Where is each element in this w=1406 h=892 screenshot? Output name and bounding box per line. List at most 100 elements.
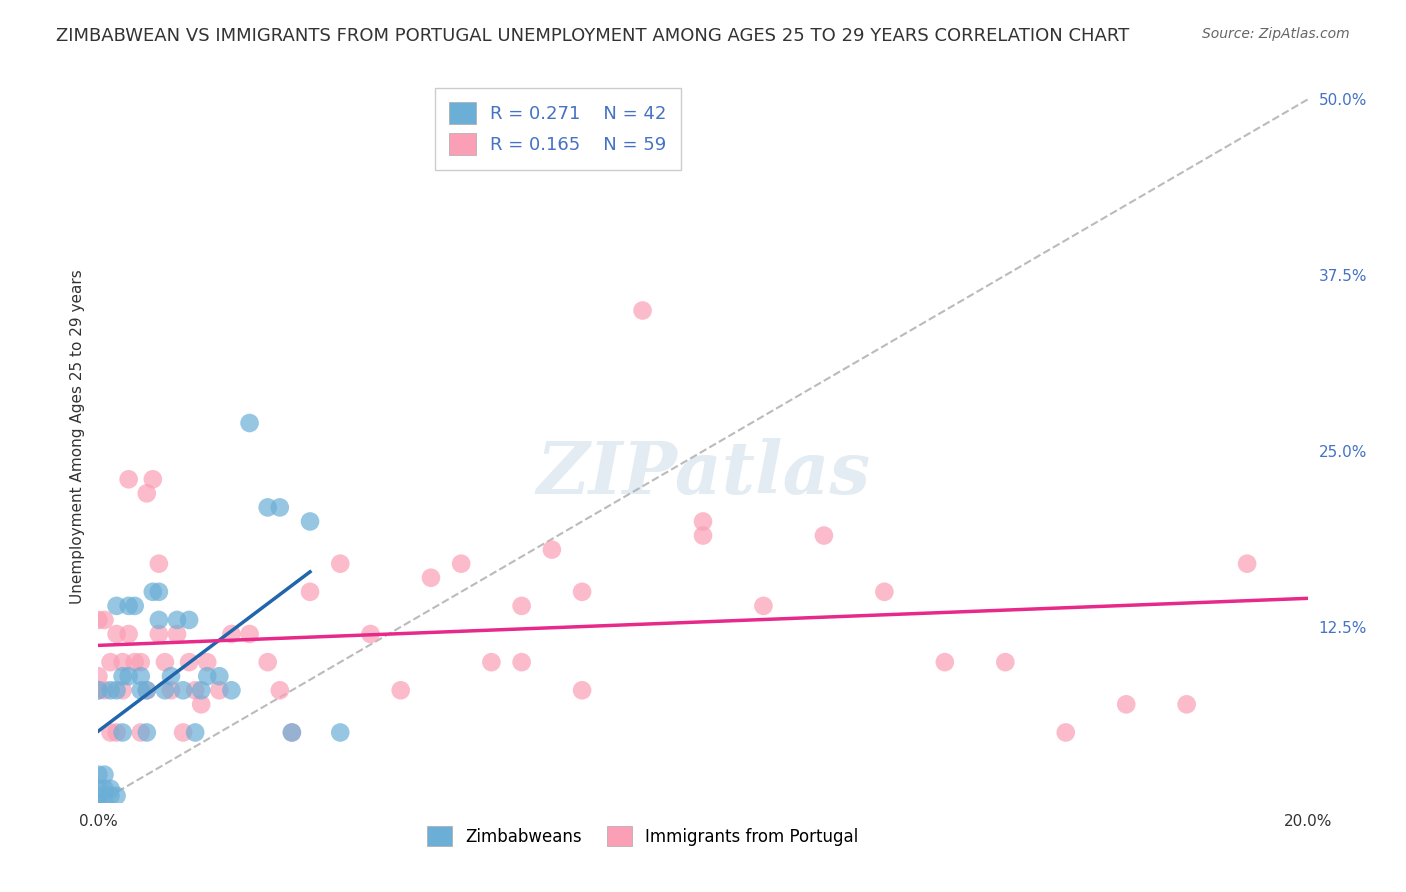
Point	[752, 599, 775, 613]
Point	[148, 613, 170, 627]
Point	[1236, 557, 1258, 571]
Point	[360, 627, 382, 641]
Point	[135, 486, 157, 500]
Point	[87, 796, 110, 810]
Point	[87, 669, 110, 683]
Point	[105, 627, 128, 641]
Point	[100, 655, 122, 669]
Point	[100, 781, 122, 796]
Point	[934, 655, 956, 669]
Point	[813, 528, 835, 542]
Point	[256, 500, 278, 515]
Point	[389, 683, 412, 698]
Point	[153, 683, 176, 698]
Point	[281, 725, 304, 739]
Point	[190, 698, 212, 712]
Point	[1175, 698, 1198, 712]
Point	[111, 655, 134, 669]
Point	[105, 725, 128, 739]
Point	[239, 627, 262, 641]
Point	[118, 669, 141, 683]
Point	[540, 542, 562, 557]
Point	[93, 683, 115, 698]
Text: ZIMBABWEAN VS IMMIGRANTS FROM PORTUGAL UNEMPLOYMENT AMONG AGES 25 TO 29 YEARS CO: ZIMBABWEAN VS IMMIGRANTS FROM PORTUGAL U…	[56, 27, 1129, 45]
Point	[208, 683, 231, 698]
Point	[87, 781, 110, 796]
Point	[93, 781, 115, 796]
Point	[172, 725, 194, 739]
Point	[105, 683, 128, 698]
Point	[124, 599, 146, 613]
Point	[481, 655, 503, 669]
Point	[631, 303, 654, 318]
Point	[510, 599, 533, 613]
Point	[160, 669, 183, 683]
Legend: Zimbabweans, Immigrants from Portugal: Zimbabweans, Immigrants from Portugal	[420, 820, 865, 853]
Point	[184, 683, 207, 698]
Point	[269, 500, 291, 515]
Point	[105, 599, 128, 613]
Point	[571, 683, 593, 698]
Point	[160, 683, 183, 698]
Point	[281, 725, 304, 739]
Y-axis label: Unemployment Among Ages 25 to 29 years: Unemployment Among Ages 25 to 29 years	[69, 269, 84, 605]
Point	[269, 683, 291, 698]
Point	[420, 571, 443, 585]
Point	[129, 683, 152, 698]
Point	[179, 655, 201, 669]
Text: ZIPatlas: ZIPatlas	[536, 438, 870, 509]
Point	[93, 613, 115, 627]
Point	[239, 416, 262, 430]
Point	[571, 584, 593, 599]
Point	[153, 655, 176, 669]
Point	[221, 683, 243, 698]
Point	[195, 669, 218, 683]
Point	[135, 725, 157, 739]
Point	[256, 655, 278, 669]
Point	[100, 683, 122, 698]
Point	[105, 789, 128, 803]
Point	[1054, 725, 1077, 739]
Point	[1115, 698, 1137, 712]
Point	[135, 683, 157, 698]
Point	[124, 655, 146, 669]
Point	[100, 725, 122, 739]
Point	[221, 627, 243, 641]
Point	[93, 796, 115, 810]
Point	[148, 627, 170, 641]
Point	[87, 683, 110, 698]
Point	[190, 683, 212, 698]
Point	[329, 725, 352, 739]
Point	[329, 557, 352, 571]
Point	[873, 584, 896, 599]
Point	[87, 789, 110, 803]
Point	[111, 725, 134, 739]
Point	[179, 613, 201, 627]
Point	[208, 669, 231, 683]
Point	[87, 613, 110, 627]
Point	[510, 655, 533, 669]
Point	[142, 472, 165, 486]
Point	[93, 767, 115, 781]
Point	[166, 627, 188, 641]
Point	[166, 613, 188, 627]
Point	[299, 515, 322, 529]
Point	[994, 655, 1017, 669]
Point	[87, 767, 110, 781]
Point	[450, 557, 472, 571]
Point	[111, 683, 134, 698]
Point	[135, 683, 157, 698]
Point	[299, 584, 322, 599]
Point	[692, 528, 714, 542]
Point	[118, 472, 141, 486]
Point	[100, 789, 122, 803]
Point	[692, 515, 714, 529]
Point	[148, 584, 170, 599]
Point	[184, 725, 207, 739]
Point	[111, 669, 134, 683]
Point	[129, 655, 152, 669]
Point	[129, 669, 152, 683]
Point	[142, 584, 165, 599]
Point	[195, 655, 218, 669]
Point	[129, 725, 152, 739]
